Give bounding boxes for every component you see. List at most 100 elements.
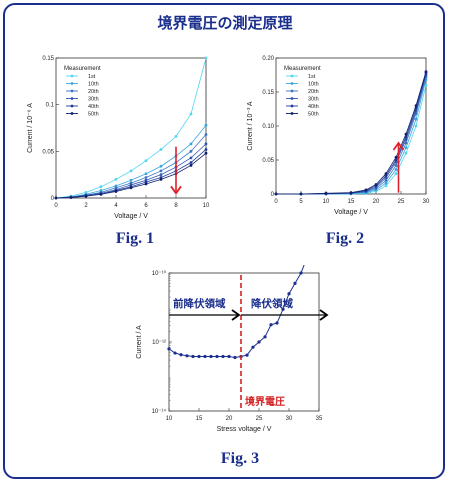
fig2-xtick-label: 20 — [373, 199, 380, 205]
fig2-ytick-label: 0.15 — [262, 90, 274, 96]
fig3-xtick-label: 35 — [316, 416, 323, 422]
fig2-data-point — [384, 179, 388, 182]
fig3-label: Fig. 3 — [220, 450, 260, 467]
fig3-data-point — [173, 351, 177, 355]
fig1-data-point — [144, 159, 148, 163]
fig1-data-point — [189, 112, 193, 116]
fig1-data-point — [174, 135, 178, 138]
fig1-data-point — [204, 56, 208, 60]
fig2-xtick-label: 30 — [423, 199, 430, 205]
fig2-legend-entry: 40th — [308, 104, 319, 110]
fig1-data-point — [159, 169, 163, 173]
fig3-boundary-voltage-label: 境界電圧 — [245, 395, 285, 408]
fig3-data-point — [227, 354, 231, 359]
fig2-legend-marker — [290, 89, 294, 93]
fig2-ylabel: Current / 10⁻³ A — [247, 101, 254, 151]
fig2-ytick-label: 0.05 — [262, 158, 274, 164]
fig3-data-point — [269, 323, 273, 327]
fig3-data-point — [281, 307, 285, 311]
fig2-data-point — [384, 172, 388, 175]
fig2-data-point — [274, 192, 278, 196]
fig1-data-point — [159, 173, 163, 177]
fig2-legend-marker — [290, 74, 294, 78]
fig2-ytick-label: 0 — [271, 192, 275, 198]
fig2-legend-title: Measurement — [284, 66, 321, 72]
chart-fig3: 10 15 20 25 30 35 10⁻¹⁴ 10⁻¹² 10⁻¹⁰ Stress voltag… — [136, 265, 329, 433]
fig2-data-point — [404, 141, 408, 145]
fig1-legend-entry: 30th — [88, 97, 99, 103]
fig2-data-point — [404, 132, 408, 136]
fig3-data-point — [293, 281, 297, 285]
fig2-ytick-label: 0.20 — [262, 56, 274, 62]
fig2-label: Fig. 2 — [325, 230, 365, 247]
fig2-plot-frame — [275, 57, 427, 195]
fig1-legend-entry: 10th — [88, 82, 99, 88]
fig3-data-point — [251, 345, 255, 349]
fig1-xtick-label: 8 — [174, 203, 178, 209]
fig1-data-point — [204, 142, 208, 146]
fig1-data-point — [189, 142, 193, 146]
fig3-xlabel: Stress voltage / V — [217, 426, 272, 433]
fig2-data-point — [404, 151, 408, 155]
chart-fig2: 0 5 10 15 20 25 30 0 0.05 0.10 0.15 0.20 Voltage / V… — [247, 56, 430, 216]
fig1-legend-marker — [70, 74, 74, 78]
fig1-data-point — [69, 196, 73, 199]
fig2-legend-entry: 10th — [308, 82, 319, 88]
fig3-breakdown-label: 降伏領域 — [251, 297, 293, 310]
fig3-data-point — [245, 353, 249, 357]
fig2-data-point — [414, 104, 418, 107]
fig1-data-point — [129, 178, 133, 182]
fig3-data-point — [197, 354, 201, 359]
fig1-xtick-label: 0 — [54, 203, 58, 209]
fig1-ylabel: Current / 10⁻⁶ A — [27, 103, 34, 153]
fig1-xtick-label: 2 — [84, 203, 88, 209]
fig3-data-point — [215, 354, 219, 359]
fig1-data-point — [189, 163, 193, 167]
fig2-data-point — [394, 155, 398, 159]
fig1-xtick-label: 6 — [144, 203, 148, 209]
fig1-data-point — [159, 164, 163, 168]
fig2-xtick-label: 15 — [348, 199, 355, 205]
fig1-data-point — [114, 177, 118, 181]
fig1-xlabel: Voltage / V — [114, 213, 148, 220]
fig2-legend-marker — [290, 104, 294, 108]
fig1-legend-entry: 40th — [88, 104, 99, 110]
fig3-data-point — [221, 354, 225, 359]
fig3-data-point — [191, 354, 195, 359]
fig1-data-point — [159, 148, 163, 151]
chart-fig1: 0 2 4 6 8 10 0 0.05 0.1 0.15 Voltage / V Current / … — [27, 56, 210, 220]
fig1-data-point — [54, 196, 58, 200]
fig3-data-point — [263, 335, 267, 339]
fig2-data-point — [384, 181, 388, 185]
fig1-legend-title: Measurement — [64, 66, 101, 72]
fig2-data-point — [299, 192, 303, 196]
fig2-legend-marker — [290, 82, 294, 85]
fig2-xtick-label: 0 — [274, 199, 278, 205]
fig2-data-point — [384, 176, 388, 180]
fig1-data-point — [189, 161, 193, 164]
fig2-xtick-label: 25 — [398, 199, 405, 205]
fig3-data-point — [257, 340, 261, 344]
fig1-ytick-label: 0 — [51, 196, 55, 202]
fig1-data-point — [204, 133, 208, 136]
fig3-data-point — [299, 271, 303, 275]
fig1-legend-marker — [70, 89, 74, 93]
fig1-ytick-label: 0.1 — [46, 103, 55, 109]
fig2-legend-entry: 50th — [308, 112, 319, 118]
fig2-legend-entry: 1st — [308, 74, 316, 80]
fig3-data-point — [287, 292, 291, 296]
fig3-ytick-label: 10⁻¹⁰ — [152, 270, 167, 277]
fig1-data-point — [204, 151, 208, 155]
fig3-pre-region-arrow-head — [231, 309, 241, 321]
fig2-data-point — [424, 70, 428, 73]
fig2-red-arrow-head — [392, 141, 405, 151]
fig1-legend-marker — [70, 104, 74, 108]
fig2-xlabel: Voltage / V — [334, 209, 368, 216]
fig3-breakdown-region-arrow-head — [319, 309, 329, 321]
fig1-data-point — [159, 177, 163, 181]
fig2-data-point — [404, 146, 408, 150]
fig3-data-point — [185, 354, 189, 358]
fig1-data-point — [144, 176, 148, 179]
fig3-xtick-label: 15 — [196, 416, 203, 422]
fig2-data-point — [394, 164, 398, 167]
